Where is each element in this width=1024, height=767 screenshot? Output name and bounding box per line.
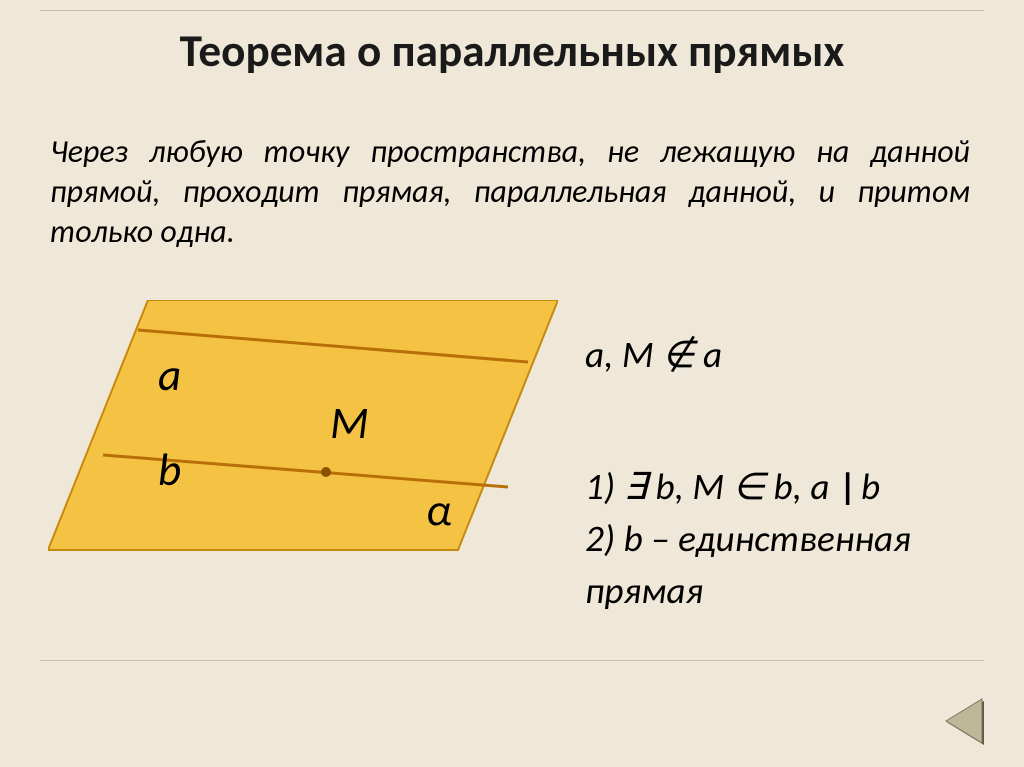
math-line-2: 2) b – единственная прямая xyxy=(585,514,995,618)
point-m xyxy=(321,467,331,477)
back-arrow-button[interactable] xyxy=(944,697,994,747)
bottom-rule xyxy=(40,660,984,661)
label-a: a xyxy=(158,348,181,403)
top-rule xyxy=(40,10,984,11)
plane-diagram: a M b α xyxy=(48,300,558,560)
slide-title: Теорема о параллельных прямых xyxy=(0,24,1024,79)
diagram-svg: a M b α xyxy=(48,300,558,560)
math-line-1: 1) ∃ b, M ∈ b, a ǁ b xyxy=(585,462,995,514)
label-alpha: α xyxy=(426,483,452,538)
plane-alpha xyxy=(48,300,558,550)
label-b: b xyxy=(158,443,181,498)
back-arrow-icon xyxy=(944,697,994,747)
math-given: a, M ∉ a xyxy=(585,330,995,382)
math-block: a, M ∉ a 1) ∃ b, M ∈ b, a ǁ b 2) b – еди… xyxy=(585,330,995,619)
theorem-body: Через любую точку пространства, не лежащ… xyxy=(50,132,970,252)
label-m: M xyxy=(330,396,369,451)
slide: Теорема о параллельных прямых Через любу… xyxy=(0,0,1024,767)
